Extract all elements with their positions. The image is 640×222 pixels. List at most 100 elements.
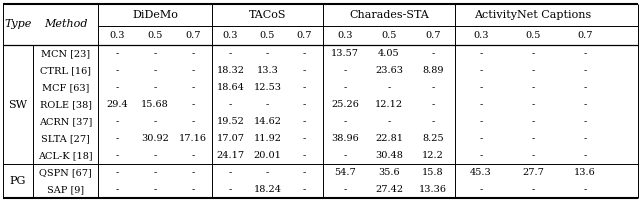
Text: 18.24: 18.24 — [253, 185, 282, 194]
Text: -: - — [431, 83, 435, 92]
Text: -: - — [266, 100, 269, 109]
Text: QSPN [67]: QSPN [67] — [39, 168, 92, 177]
Text: -: - — [431, 117, 435, 126]
Text: 11.92: 11.92 — [253, 134, 282, 143]
Text: -: - — [344, 185, 347, 194]
Text: 8.89: 8.89 — [422, 66, 444, 75]
Text: PG: PG — [10, 176, 26, 186]
Text: -: - — [479, 151, 483, 160]
Text: -: - — [154, 49, 157, 58]
Text: -: - — [229, 168, 232, 177]
Text: 23.63: 23.63 — [375, 66, 403, 75]
Text: 13.36: 13.36 — [419, 185, 447, 194]
Text: Method: Method — [44, 20, 87, 30]
Text: -: - — [115, 168, 118, 177]
Text: 18.32: 18.32 — [216, 66, 244, 75]
Text: 0.5: 0.5 — [381, 31, 397, 40]
Text: 14.62: 14.62 — [253, 117, 282, 126]
Text: 0.7: 0.7 — [185, 31, 201, 40]
Text: 12.53: 12.53 — [253, 83, 282, 92]
Text: 8.25: 8.25 — [422, 134, 444, 143]
Text: MCN [23]: MCN [23] — [41, 49, 90, 58]
Text: 54.7: 54.7 — [334, 168, 356, 177]
Text: 30.48: 30.48 — [375, 151, 403, 160]
Text: 27.42: 27.42 — [375, 185, 403, 194]
Text: -: - — [479, 83, 483, 92]
Text: 17.07: 17.07 — [216, 134, 244, 143]
Text: -: - — [191, 168, 195, 177]
Text: 35.6: 35.6 — [378, 168, 400, 177]
Text: -: - — [303, 134, 306, 143]
Text: -: - — [584, 66, 587, 75]
Text: TACoS: TACoS — [249, 10, 286, 20]
Text: -: - — [387, 83, 390, 92]
Text: -: - — [303, 185, 306, 194]
Text: 25.26: 25.26 — [331, 100, 359, 109]
Text: 17.16: 17.16 — [179, 134, 207, 143]
Text: 19.52: 19.52 — [216, 117, 244, 126]
Text: SW: SW — [8, 99, 28, 109]
Text: -: - — [479, 49, 483, 58]
Text: -: - — [154, 168, 157, 177]
Text: -: - — [266, 49, 269, 58]
Text: -: - — [303, 100, 306, 109]
Text: -: - — [303, 83, 306, 92]
Text: 29.4: 29.4 — [106, 100, 128, 109]
Text: -: - — [229, 185, 232, 194]
Text: -: - — [191, 185, 195, 194]
Text: -: - — [531, 151, 534, 160]
Text: -: - — [344, 66, 347, 75]
Text: -: - — [387, 117, 390, 126]
Text: -: - — [229, 100, 232, 109]
Text: -: - — [191, 83, 195, 92]
Text: 20.01: 20.01 — [253, 151, 282, 160]
Text: 30.92: 30.92 — [141, 134, 169, 143]
Text: -: - — [531, 66, 534, 75]
Text: 0.3: 0.3 — [473, 31, 489, 40]
Text: ActivityNet Captions: ActivityNet Captions — [474, 10, 591, 20]
Text: 13.6: 13.6 — [574, 168, 596, 177]
Text: 0.3: 0.3 — [109, 31, 125, 40]
Text: -: - — [191, 49, 195, 58]
Text: 15.68: 15.68 — [141, 100, 169, 109]
Text: 0.7: 0.7 — [425, 31, 441, 40]
Text: 4.05: 4.05 — [378, 49, 400, 58]
Text: 0.5: 0.5 — [147, 31, 163, 40]
Text: -: - — [431, 100, 435, 109]
Text: -: - — [191, 117, 195, 126]
Text: -: - — [344, 117, 347, 126]
Text: DiDeMo: DiDeMo — [132, 10, 178, 20]
Text: -: - — [266, 168, 269, 177]
Text: -: - — [115, 49, 118, 58]
Text: -: - — [115, 117, 118, 126]
Text: -: - — [303, 117, 306, 126]
Text: ROLE [38]: ROLE [38] — [40, 100, 92, 109]
Text: 12.12: 12.12 — [375, 100, 403, 109]
Text: 13.57: 13.57 — [331, 49, 359, 58]
Text: CTRL [16]: CTRL [16] — [40, 66, 91, 75]
Text: -: - — [479, 66, 483, 75]
Text: -: - — [229, 49, 232, 58]
Text: -: - — [154, 83, 157, 92]
Text: -: - — [584, 134, 587, 143]
Text: ACL-K [18]: ACL-K [18] — [38, 151, 93, 160]
Text: -: - — [531, 83, 534, 92]
Text: SLTA [27]: SLTA [27] — [41, 134, 90, 143]
Text: 38.96: 38.96 — [331, 134, 359, 143]
Text: 22.81: 22.81 — [375, 134, 403, 143]
Text: -: - — [154, 185, 157, 194]
Text: -: - — [584, 49, 587, 58]
Text: -: - — [115, 151, 118, 160]
Text: Type: Type — [4, 20, 32, 30]
Text: -: - — [303, 49, 306, 58]
Text: -: - — [344, 83, 347, 92]
Text: -: - — [115, 185, 118, 194]
Text: -: - — [154, 151, 157, 160]
Text: 0.5: 0.5 — [260, 31, 275, 40]
Text: 12.2: 12.2 — [422, 151, 444, 160]
Text: -: - — [303, 151, 306, 160]
Text: -: - — [154, 117, 157, 126]
Text: -: - — [303, 66, 306, 75]
Text: 0.7: 0.7 — [577, 31, 593, 40]
Text: -: - — [531, 185, 534, 194]
